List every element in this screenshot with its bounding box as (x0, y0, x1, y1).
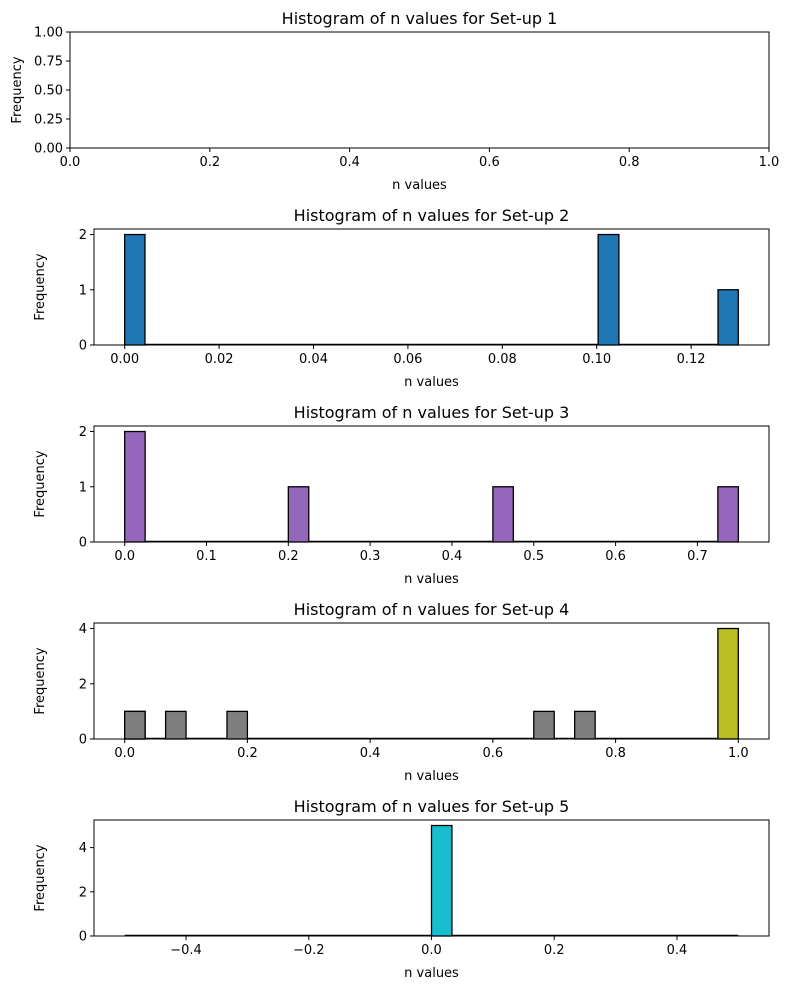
histogram-bar (287, 486, 310, 543)
y-tick-label: 4 (79, 622, 87, 637)
x-tick-label: 0.6 (479, 155, 500, 170)
histogram-bar (574, 710, 596, 740)
x-axis-label: n values (404, 966, 459, 981)
y-tick-label: 2 (79, 228, 87, 243)
x-tick-label: 0.0 (60, 155, 81, 170)
y-axis-label: Frequency (33, 253, 48, 320)
y-tick-label: 1.00 (34, 26, 63, 41)
x-tick-label: 0.7 (687, 549, 708, 564)
axes-frame (69, 31, 770, 149)
y-tick-label: 0 (79, 339, 87, 354)
x-axis-label: n values (404, 769, 459, 784)
x-tick-label: 0.2 (278, 549, 299, 564)
subplot-2: Histogram of n values for Set-up 2 0.00 0.… (33, 206, 770, 390)
chart-title: Histogram of n values for Set-up 4 (294, 600, 570, 619)
x-tick-label: 0.3 (360, 549, 381, 564)
x-tick-label: 0.10 (582, 352, 611, 367)
x-tick-label: 0.6 (483, 746, 504, 761)
x-tick-label: 0.4 (442, 549, 463, 564)
x-tick-label: 0.1 (196, 549, 217, 564)
x-tick-label: 0.6 (605, 549, 626, 564)
x-tick-label: 0.12 (677, 352, 706, 367)
subplot-5: Histogram of n values for Set-up 5 −0.4 −0… (33, 797, 770, 981)
x-tick-label: −0.2 (293, 943, 325, 958)
histogram-bar (124, 710, 146, 740)
x-tick-label: −0.4 (170, 943, 202, 958)
histogram-bar (533, 710, 555, 740)
axes-frame (93, 228, 770, 346)
y-axis-label: Frequency (10, 56, 25, 123)
y-tick-label: 1 (79, 283, 87, 298)
x-tick-label: 0.0 (114, 549, 135, 564)
y-tick-label: 1 (79, 480, 87, 495)
y-tick-label: 0.75 (34, 55, 63, 70)
y-tick-label: 2 (79, 677, 87, 692)
histogram-bar (124, 430, 146, 543)
chart-title: Histogram of n values for Set-up 3 (294, 403, 570, 422)
subplot-3: Histogram of n values for Set-up 3 0.0 0.1… (33, 403, 770, 587)
x-axis-label: n values (404, 572, 459, 587)
y-tick-label: 0 (79, 733, 87, 748)
x-axis-label: n values (392, 178, 447, 193)
histogram-bar (717, 486, 739, 543)
x-tick-label: 0.0 (114, 746, 135, 761)
axes-frame (93, 425, 770, 543)
chart-title: Histogram of n values for Set-up 5 (294, 797, 570, 816)
histogram-bar (492, 486, 514, 543)
x-tick-label: 1.0 (759, 155, 780, 170)
x-tick-label: 0.06 (393, 352, 422, 367)
x-tick-label: 0.8 (605, 746, 626, 761)
x-tick-label: 0.0 (421, 943, 442, 958)
x-tick-label: 0.02 (205, 352, 234, 367)
x-tick-label: 0.4 (667, 943, 688, 958)
histogram-bar (226, 710, 249, 740)
chart-title: Histogram of n values for Set-up 1 (282, 9, 558, 28)
x-tick-label: 0.2 (199, 155, 220, 170)
y-tick-label: 0.50 (34, 84, 63, 99)
histogram-bar (717, 627, 739, 740)
x-tick-label: 0.4 (339, 155, 360, 170)
y-axis-label: Frequency (33, 647, 48, 714)
y-tick-label: 0.00 (34, 142, 63, 157)
x-tick-label: 1.0 (728, 746, 749, 761)
y-tick-label: 2 (79, 885, 87, 900)
x-tick-label: 0.4 (360, 746, 381, 761)
subplot-4: Histogram of n values for Set-up 4 0.0 0.2… (33, 600, 770, 784)
y-axis-label: Frequency (33, 844, 48, 911)
histogram-bar (124, 233, 146, 346)
histogram-bar (717, 289, 739, 346)
y-tick-label: 0 (79, 536, 87, 551)
x-tick-label: 0.00 (110, 352, 139, 367)
y-tick-label: 2 (79, 425, 87, 440)
x-tick-label: 0.08 (488, 352, 517, 367)
histogram-bar (597, 233, 620, 346)
chart-title: Histogram of n values for Set-up 2 (294, 206, 570, 225)
axes-frame (93, 622, 770, 740)
y-tick-label: 0 (79, 930, 87, 945)
y-tick-label: 0.25 (34, 113, 63, 128)
x-tick-label: 0.5 (523, 549, 544, 564)
subplot-1: Histogram of n values for Set-up 1 0.0 0.2… (10, 9, 779, 193)
y-axis-label: Frequency (33, 450, 48, 517)
x-tick-label: 0.8 (619, 155, 640, 170)
x-axis-label: n values (404, 375, 459, 390)
x-tick-label: 0.2 (544, 943, 565, 958)
y-tick-label: 4 (79, 841, 87, 856)
histogram-bar (430, 824, 453, 937)
x-tick-label: 0.2 (237, 746, 258, 761)
histogram-bar (164, 710, 187, 740)
x-tick-label: 0.04 (299, 352, 328, 367)
